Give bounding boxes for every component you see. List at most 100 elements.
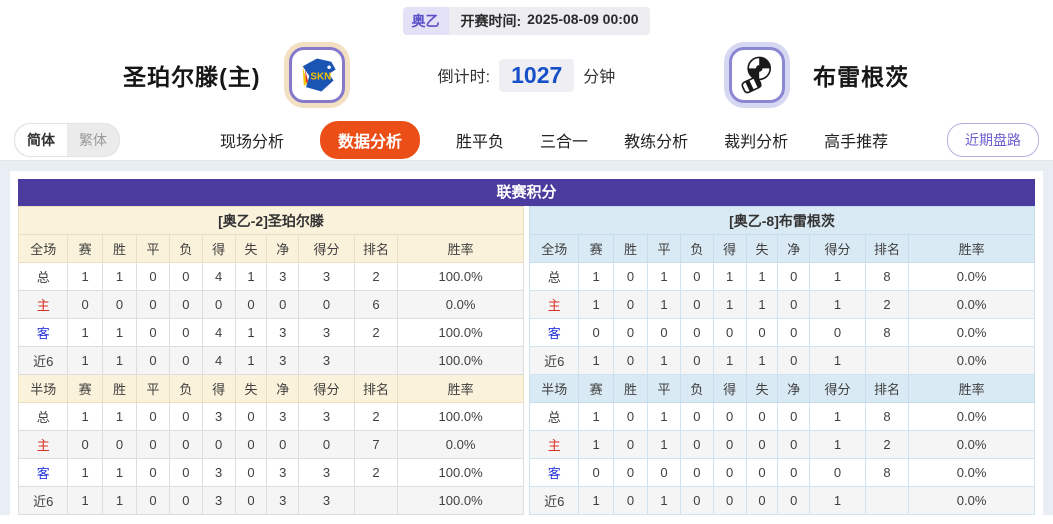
home-team-name: 圣珀尔滕(主) [123,64,261,90]
column-header: 排名 [864,234,910,263]
stat-cell: 0 [67,430,103,459]
column-header: 得 [712,374,747,403]
language-toggle: 简体 繁体 [14,122,120,157]
stat-cell: 0 [745,486,779,515]
tab-3[interactable]: 三合一 [540,133,589,151]
stat-cell: 0 [298,290,355,319]
tab-2[interactable]: 胜平负 [456,133,505,151]
stat-cell: 0 [201,290,236,319]
stat-cell: 1 [809,402,866,431]
stat-cell: 0 [612,402,649,431]
stat-cell: 0 [168,430,203,459]
table-row: 总 1 0 1 0 1 1 0 1 8 0.0% [528,262,1035,291]
column-header: 胜 [101,374,138,403]
column-header: 胜率 [397,234,524,263]
match-info-pill: 奥乙 开赛时间: 2025-08-09 00:00 [402,7,651,35]
stat-cell: 1 [101,318,138,347]
column-header: 排名 [353,374,399,403]
tab-1[interactable]: 数据分析 [320,120,421,159]
league-badge[interactable]: 奥乙 [402,7,449,35]
stat-cell: 6 [353,290,399,319]
stat-cell: 0.0% [908,402,1035,431]
stat-cell: 0 [234,430,268,459]
stat-cell: 0 [777,486,811,515]
column-header: 得分 [298,374,355,403]
table-row: 主 1 0 1 0 0 0 0 1 2 0.0% [528,430,1035,459]
stat-cell: 3 [298,402,355,431]
stat-cell: 3 [201,402,236,431]
column-header: 平 [136,234,170,263]
stat-cell [353,486,399,515]
column-header: 赛 [578,234,614,263]
stat-cell: 0 [777,290,811,319]
column-header: 胜率 [908,234,1035,263]
tab-5[interactable]: 裁判分析 [724,133,789,151]
stat-cell: 4 [201,318,236,347]
stat-cell: 3 [266,318,300,347]
lang-traditional[interactable]: 繁体 [79,131,107,148]
stat-cell: 3 [298,346,355,375]
stat-cell: 0 [612,318,649,347]
column-header: 赛 [67,234,103,263]
stat-cell: 1 [101,346,138,375]
stat-cell: 1 [578,290,614,319]
stat-cell: 3 [266,402,300,431]
stat-cell: 1 [745,262,779,291]
stat-cell: 8 [864,262,910,291]
stat-cell: 0 [777,402,811,431]
column-header: 赛 [67,374,103,403]
stat-cell: 100.0% [397,458,524,487]
column-header: 净 [777,374,811,403]
league-points-panel: 联赛积分 [奥乙-2]圣珀尔滕 全场赛胜平负得失净得分 排名 胜率总 1 1 0 0 4 1 3 3 2… [10,171,1043,523]
stat-cell: 0 [647,458,681,487]
stat-cell: 1 [101,262,138,291]
stat-cell: 1 [578,346,614,375]
home-stats-table: [奥乙-2]圣珀尔滕 全场赛胜平负得失净得分 排名 胜率总 1 1 0 0 4 1 3 3 2 100.0… [17,206,524,515]
stat-cell: 0 [136,486,170,515]
stat-cell: 1 [809,290,866,319]
column-header: 失 [745,234,779,263]
column-header: 胜率 [908,374,1035,403]
stat-cell: 0 [777,318,811,347]
row-label-total: 总 [528,402,580,431]
stat-cell: 0 [101,290,138,319]
row-label-total: 总 [17,402,69,431]
nav-bar: 简体 繁体 现场分析 数据分析 胜平负 三合一 教练分析 裁判分析 高手推荐 近期盘路 [0,119,1053,161]
column-header: 平 [136,374,170,403]
stat-cell: 1 [809,486,866,515]
tab-4[interactable]: 教练分析 [624,133,689,151]
row-label-home: 主 [17,430,69,459]
table-row: 总 1 1 0 0 3 0 3 3 2 100.0% [17,402,524,431]
stat-cell: 0 [168,346,203,375]
column-header: 净 [266,374,300,403]
stat-cell [864,346,910,375]
stat-cell: 1 [234,318,268,347]
stat-cell: 1 [647,430,681,459]
column-header: 负 [168,234,203,263]
row-label-away: 客 [17,318,69,347]
column-header: 胜 [612,374,649,403]
row-label-home: 主 [528,290,580,319]
row-label-recent: 近6 [528,486,580,515]
stat-cell: 0 [809,318,866,347]
stat-cell: 1 [647,290,681,319]
stat-cell: 1 [647,486,681,515]
bregenz-crest-icon [741,56,772,94]
column-header: 失 [234,374,268,403]
column-header: 排名 [353,234,399,263]
stat-cell: 1 [234,346,268,375]
stat-cell: 0 [777,346,811,375]
tab-0[interactable]: 现场分析 [220,133,285,151]
tab-6[interactable]: 高手推荐 [824,133,889,151]
stat-cell: 0 [612,458,649,487]
recent-odds-button[interactable]: 近期盘路 [947,122,1039,157]
stat-cell: 1 [101,486,138,515]
table-row: 主 1 0 1 0 1 1 0 1 2 0.0% [528,290,1035,319]
stat-cell: 0 [234,290,268,319]
stat-cell: 0 [612,486,649,515]
stat-cell: 1 [578,486,614,515]
start-time: 开赛时间: 2025-08-09 00:00 [448,7,651,35]
lang-simplified[interactable]: 简体 [15,123,67,156]
column-header: 平 [647,374,681,403]
row-label-total: 总 [528,262,580,291]
